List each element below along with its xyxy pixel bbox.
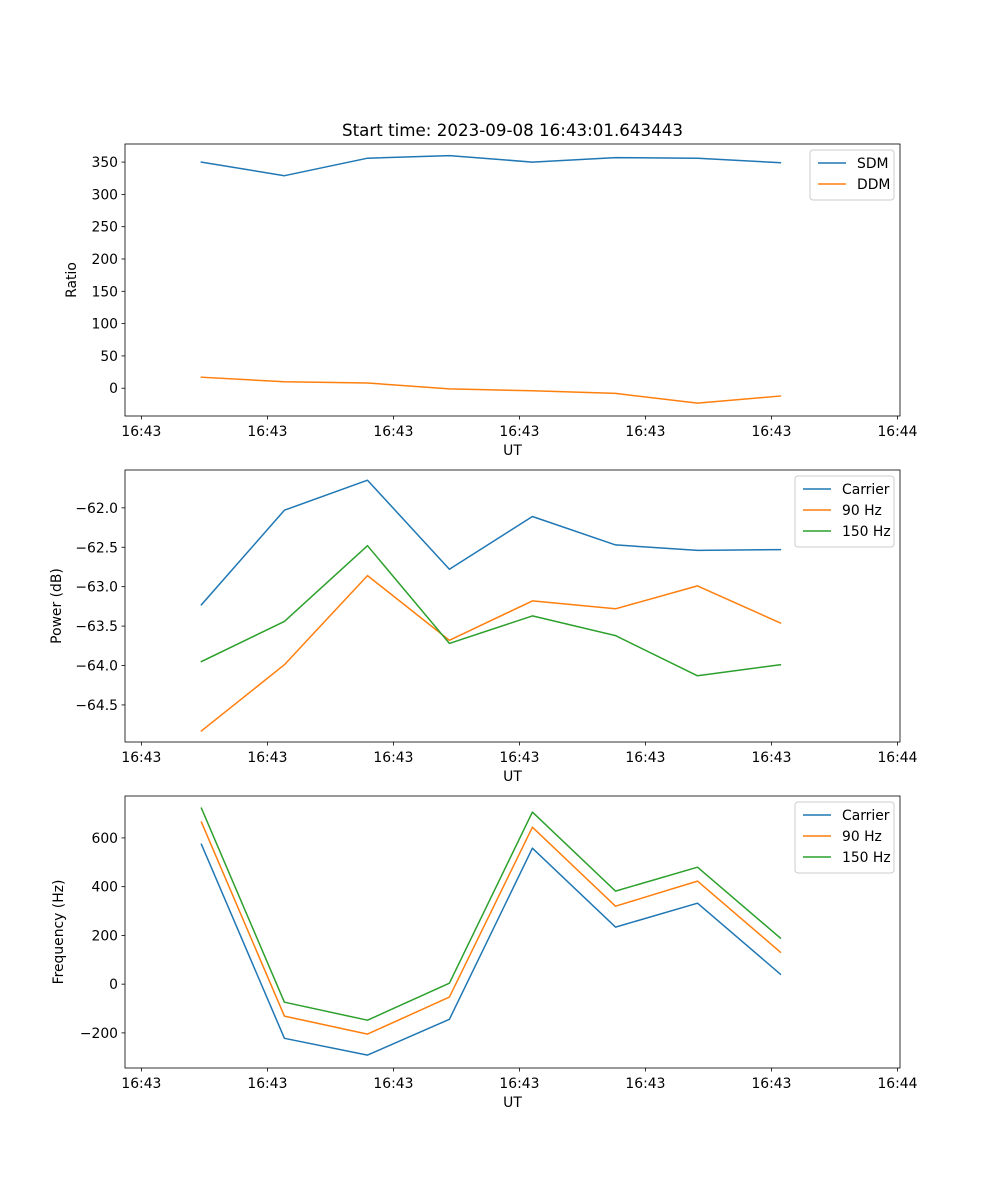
- legend-label: 150 Hz: [842, 524, 891, 540]
- x-tick-label: 16:43: [499, 424, 539, 440]
- legend-box: [794, 801, 895, 874]
- legend-label: SDM: [857, 156, 889, 172]
- x-tick-label: 16:43: [373, 1076, 413, 1092]
- x-axis-label: UT: [503, 769, 522, 785]
- axes-frame: [124, 795, 901, 1069]
- y-axis-label: Power (dB): [49, 568, 65, 644]
- y-tick-label: 50: [100, 349, 118, 365]
- y-tick-label: −64.0: [75, 659, 118, 675]
- y-tick-label: −200: [80, 1026, 118, 1042]
- y-tick-label: 350: [91, 155, 118, 171]
- y-tick-label: 200: [91, 252, 118, 268]
- legend: Carrier 90 Hz 150 Hz: [794, 475, 895, 548]
- y-tick-label: 0: [109, 381, 118, 397]
- x-tick-label: 16:43: [751, 1076, 791, 1092]
- x-axis-label: UT: [503, 443, 522, 459]
- y-tick-label: −63.0: [75, 580, 118, 596]
- legend-label: DDM: [857, 177, 890, 193]
- series-line-carrier: [200, 843, 782, 1056]
- legend: SDM DDM: [809, 149, 895, 201]
- legend: Carrier 90 Hz 150 Hz: [794, 801, 895, 874]
- y-tick-label: 250: [91, 220, 118, 236]
- x-tick-label: 16:43: [625, 1076, 665, 1092]
- y-tick-label: 200: [91, 928, 118, 944]
- x-tick-label: 16:43: [625, 750, 665, 766]
- y-tick-label: 150: [91, 284, 118, 300]
- legend-label: Carrier: [842, 808, 890, 824]
- legend-label: 150 Hz: [842, 850, 891, 866]
- x-tick-label: 16:43: [121, 1076, 161, 1092]
- x-tick-label: 16:44: [877, 750, 917, 766]
- y-tick-label: 300: [91, 187, 118, 203]
- series-line-carrier: [200, 479, 782, 606]
- series-line-150-hz: [200, 544, 782, 677]
- y-tick-label: −62.0: [75, 501, 118, 517]
- series-line-90-hz: [200, 574, 782, 733]
- x-tick-label: 16:43: [625, 424, 665, 440]
- x-tick-label: 16:44: [877, 424, 917, 440]
- x-axis-label: UT: [503, 1095, 522, 1111]
- x-tick-label: 16:43: [247, 750, 287, 766]
- x-tick-label: 16:43: [247, 424, 287, 440]
- axes-frame: [124, 143, 901, 417]
- x-tick-label: 16:43: [121, 424, 161, 440]
- y-tick-label: −62.5: [75, 540, 118, 556]
- y-tick-label: 100: [91, 317, 118, 333]
- x-tick-label: 16:43: [499, 750, 539, 766]
- series-line-sdm: [200, 154, 782, 177]
- series-line-90-hz: [200, 821, 782, 1035]
- y-tick-label: −64.5: [75, 698, 118, 714]
- axes-frame: [124, 469, 901, 743]
- x-tick-label: 16:43: [373, 424, 413, 440]
- x-tick-label: 16:43: [499, 1076, 539, 1092]
- y-tick-label: 400: [91, 880, 118, 896]
- x-tick-label: 16:43: [373, 750, 413, 766]
- x-tick-label: 16:43: [121, 750, 161, 766]
- x-tick-label: 16:43: [751, 750, 791, 766]
- x-tick-label: 16:43: [751, 424, 791, 440]
- legend-box: [794, 475, 895, 548]
- legend-label: 90 Hz: [842, 829, 882, 845]
- y-axis-label: Frequency (Hz): [51, 880, 67, 985]
- x-tick-label: 16:44: [877, 1076, 917, 1092]
- series-line-150-hz: [200, 807, 782, 1021]
- y-axis-label: Ratio: [64, 262, 80, 298]
- y-tick-label: −63.5: [75, 619, 118, 635]
- figure-title: Start time: 2023-09-08 16:43:01.643443: [342, 120, 683, 140]
- chart-panel-3: 16:43 16:43 16:43 16:43 16:43 16:43 16:44 −200 0…: [51, 795, 918, 1111]
- legend-label: Carrier: [842, 482, 890, 498]
- y-tick-label: 0: [109, 977, 118, 993]
- chart-panel-2: 16:43 16:43 16:43 16:43 16:43 16:43 16:44 −64.5…: [49, 469, 918, 785]
- legend-label: 90 Hz: [842, 503, 882, 519]
- chart-panel-1: 16:43 16:43 16:43 16:43 16:43 16:43 16:44 0 50 10…: [64, 143, 918, 459]
- x-tick-label: 16:43: [247, 1076, 287, 1092]
- y-tick-label: 600: [91, 831, 118, 847]
- series-line-ddm: [200, 376, 782, 404]
